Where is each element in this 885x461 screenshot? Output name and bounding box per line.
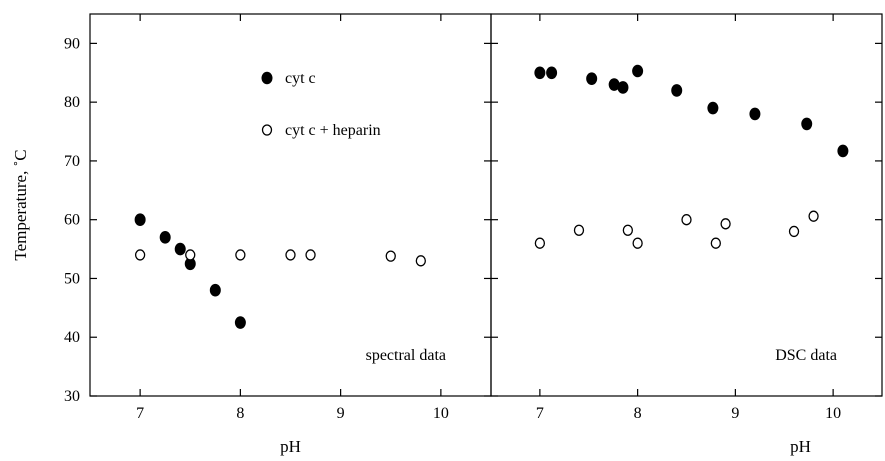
legend-marker-open — [261, 124, 273, 136]
x-tick-label: 8 — [634, 405, 642, 422]
x-axis-label: pH — [790, 437, 811, 456]
y-tick-label: 50 — [64, 270, 80, 287]
x-tick-label: 7 — [536, 405, 544, 422]
panel-frame — [490, 13, 883, 397]
filled-point — [159, 231, 171, 244]
filled-point — [534, 66, 546, 80]
open-point — [632, 237, 643, 249]
x-tick-label: 9 — [337, 405, 345, 422]
legend-label: cyt c + heparin — [285, 122, 381, 139]
legend-label: cyt c — [285, 70, 316, 87]
x-tick-label: 7 — [136, 405, 144, 422]
chart-panels: 7 8 9 10 30 40 50 60 70 80 90 pH Temperature, ˚C spec… — [11, 13, 883, 456]
open-point — [534, 237, 546, 249]
panel-label: DSC data — [775, 347, 837, 364]
filled-point — [749, 107, 761, 121]
x-tick-label: 10 — [825, 405, 841, 422]
filled-point — [837, 144, 849, 158]
filled-point — [546, 66, 558, 80]
legend: cyt c cyt c + heparin — [261, 70, 381, 139]
x-axis-label: pH — [280, 437, 301, 456]
filled-point — [586, 72, 598, 85]
x-tick-label: 10 — [433, 405, 449, 422]
open-point — [385, 250, 396, 262]
open-point — [185, 249, 196, 261]
filled-point — [801, 117, 813, 131]
x-tick-label: 9 — [731, 405, 739, 422]
y-tick-label: 30 — [64, 388, 80, 405]
open-point — [710, 237, 721, 249]
filled-point — [174, 242, 186, 256]
filled-point — [632, 64, 644, 78]
series-filled — [534, 64, 849, 158]
panel-1: 7 8 9 10 30 40 50 60 70 80 90 pH Temperature, ˚C spec… — [11, 13, 492, 456]
filled-point — [134, 213, 146, 226]
open-point — [573, 224, 585, 236]
panel-label: spectral data — [366, 347, 446, 364]
open-point — [235, 249, 246, 261]
y-tick-label: 90 — [64, 35, 80, 52]
filled-point — [707, 101, 719, 115]
series-filled — [134, 213, 246, 329]
y-tick-label: 80 — [64, 94, 80, 111]
series-open — [534, 210, 819, 249]
panel-2: 7 8 9 10 pH DSC data — [490, 13, 883, 456]
open-point — [285, 249, 296, 261]
y-tick-label: 60 — [64, 212, 80, 229]
y-tick-label: 40 — [64, 329, 80, 346]
open-point — [788, 225, 800, 238]
y-axis-label: Temperature, ˚C — [11, 149, 30, 260]
filled-point — [209, 283, 221, 297]
series-open — [134, 249, 426, 267]
filled-point — [617, 81, 629, 94]
open-point — [415, 255, 426, 267]
open-point — [622, 224, 633, 236]
open-point — [808, 210, 819, 222]
open-point — [305, 249, 316, 261]
open-point — [681, 214, 692, 226]
open-point — [134, 249, 146, 261]
filled-point — [234, 316, 246, 329]
y-tick-label: 70 — [64, 153, 80, 170]
open-point — [720, 218, 731, 230]
x-tick-label: 8 — [236, 405, 244, 422]
filled-point — [671, 84, 683, 97]
legend-marker-filled — [261, 71, 273, 85]
